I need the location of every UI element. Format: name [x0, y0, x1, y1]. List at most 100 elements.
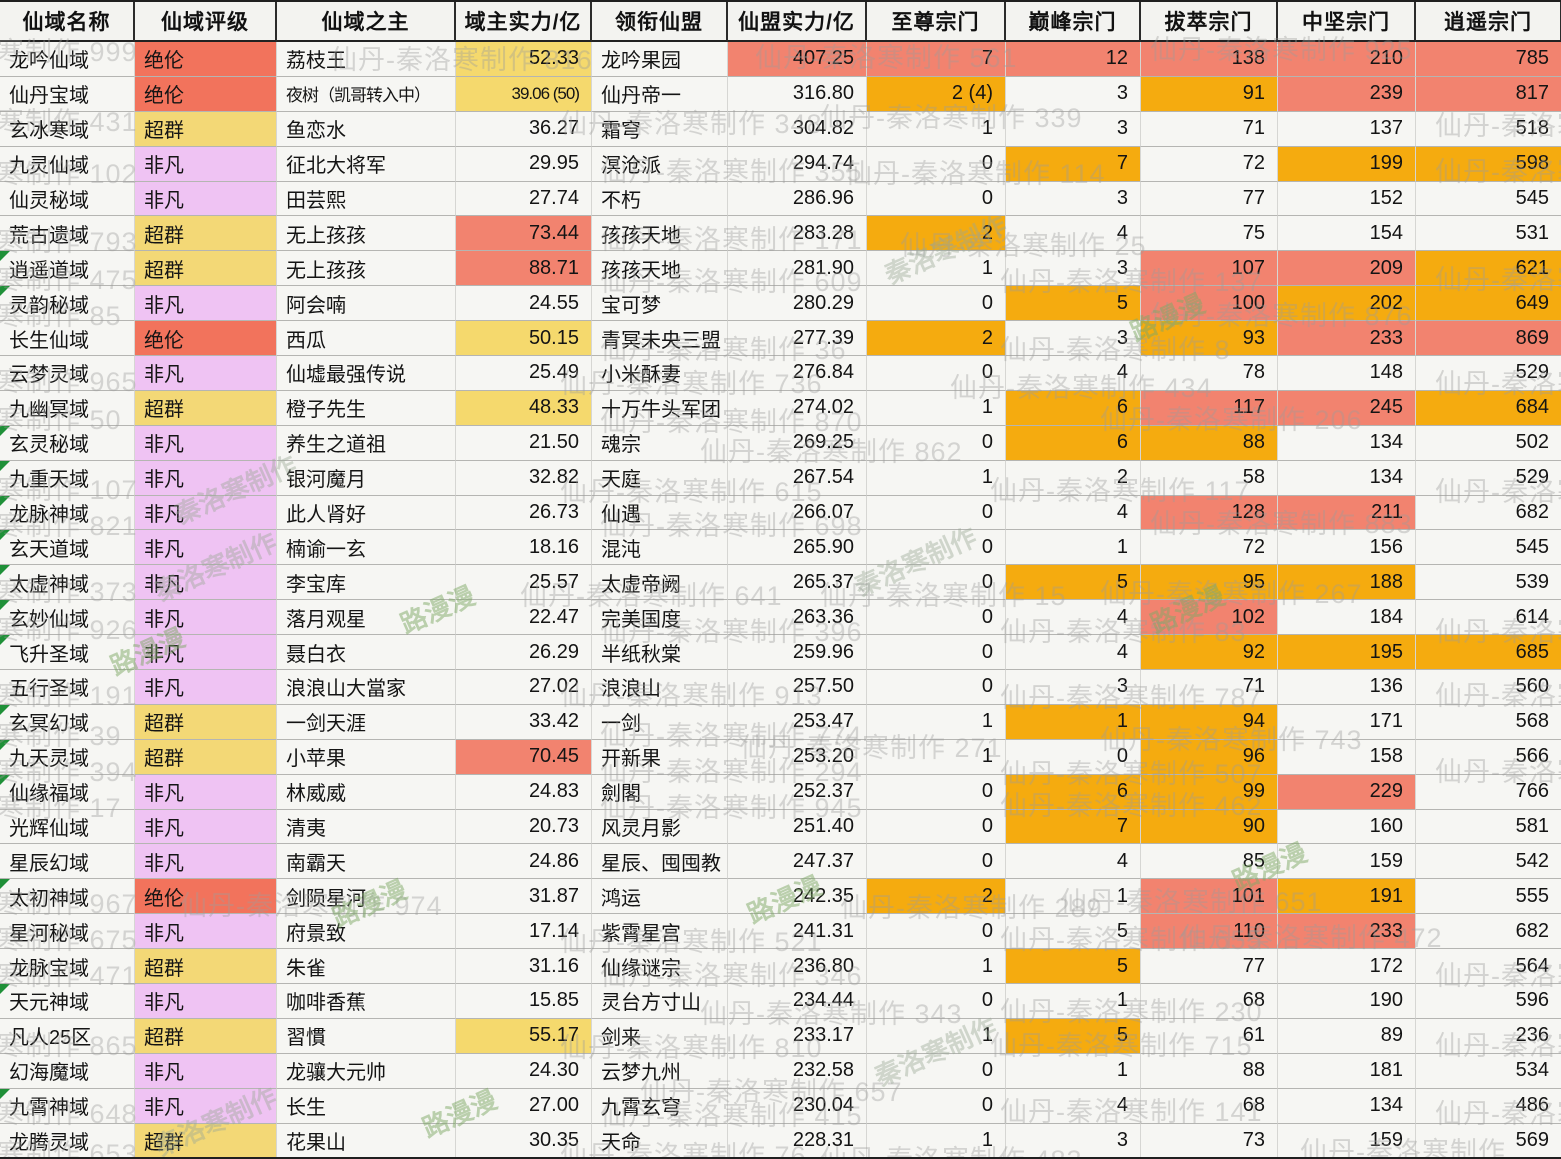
cell-alliance[interactable]: 灵台方寸山 — [592, 984, 728, 1019]
cell-domain-master[interactable]: 田芸熙 — [277, 181, 456, 217]
cell-alliance-power[interactable]: 259.96 — [728, 635, 867, 671]
cell-outstanding-sects[interactable]: 128 — [1141, 495, 1278, 531]
cell-domain-name[interactable]: 龙脉神域 — [0, 495, 135, 531]
cell-domain-name[interactable]: 龙吟仙域 — [0, 42, 135, 77]
cell-peak-sects[interactable]: 3 — [1006, 181, 1141, 217]
cell-supreme-sects[interactable]: 2 (4) — [867, 76, 1006, 112]
cell-alliance-power[interactable]: 280.29 — [728, 286, 867, 322]
cell-alliance[interactable]: 剑来 — [592, 1018, 728, 1054]
cell-backbone-sects[interactable]: 233 — [1278, 321, 1416, 357]
cell-backbone-sects[interactable]: 160 — [1278, 809, 1416, 845]
cell-domain-master[interactable]: 小苹果 — [277, 739, 456, 775]
cell-peak-sects[interactable]: 5 — [1006, 1018, 1141, 1054]
cell-supreme-sects[interactable]: 1 — [867, 949, 1006, 985]
cell-peak-sects[interactable]: 0 — [1006, 739, 1141, 775]
cell-backbone-sects[interactable]: 190 — [1278, 984, 1416, 1019]
cell-master-power[interactable]: 20.73 — [456, 809, 592, 845]
cell-domain-rating[interactable]: 绝伦 — [135, 321, 277, 357]
cell-backbone-sects[interactable]: 202 — [1278, 286, 1416, 322]
cell-carefree-sects[interactable]: 555 — [1416, 879, 1561, 915]
cell-backbone-sects[interactable]: 199 — [1278, 146, 1416, 182]
cell-alliance[interactable]: 魂宗 — [592, 425, 728, 461]
cell-peak-sects[interactable]: 3 — [1006, 76, 1141, 112]
cell-carefree-sects[interactable]: 682 — [1416, 496, 1561, 531]
cell-outstanding-sects[interactable]: 77 — [1141, 949, 1278, 985]
cell-alliance-power[interactable]: 253.20 — [728, 739, 867, 775]
cell-peak-sects[interactable]: 1 — [1006, 704, 1141, 740]
cell-domain-master[interactable]: 无上孩孩 — [277, 251, 456, 287]
cell-carefree-sects[interactable]: 560 — [1416, 670, 1561, 705]
cell-domain-name[interactable]: 凡人25区 — [0, 1018, 135, 1054]
cell-domain-name[interactable]: 幻海魔域 — [0, 1053, 135, 1089]
cell-alliance-power[interactable]: 251.40 — [728, 809, 867, 845]
cell-supreme-sects[interactable]: 0 — [867, 495, 1006, 531]
cell-domain-master[interactable]: 鱼恋水 — [277, 111, 456, 147]
cell-master-power[interactable]: 18.16 — [456, 530, 592, 566]
cell-outstanding-sects[interactable]: 68 — [1141, 984, 1278, 1019]
cell-outstanding-sects[interactable]: 92 — [1141, 635, 1278, 671]
cell-domain-name[interactable]: 天元神域 — [0, 984, 135, 1019]
cell-outstanding-sects[interactable]: 117 — [1141, 390, 1278, 426]
cell-backbone-sects[interactable]: 148 — [1278, 356, 1416, 391]
cell-alliance-power[interactable]: 230.04 — [728, 1088, 867, 1124]
cell-alliance[interactable]: 青冥未央三盟 — [592, 321, 728, 357]
column-header-master-power[interactable]: 域主实力/亿 — [456, 2, 592, 42]
cell-outstanding-sects[interactable]: 78 — [1141, 356, 1278, 391]
cell-master-power[interactable]: 88.71 — [456, 251, 592, 287]
cell-domain-rating[interactable]: 非凡 — [135, 914, 277, 950]
cell-domain-name[interactable]: 太初神域 — [0, 879, 135, 915]
cell-domain-rating[interactable]: 非凡 — [135, 670, 277, 705]
cell-alliance-power[interactable]: 316.80 — [728, 76, 867, 112]
cell-domain-name[interactable]: 星河秘域 — [0, 914, 135, 950]
cell-domain-name[interactable]: 星辰幻域 — [0, 844, 135, 880]
cell-alliance[interactable]: 龙吟果园 — [592, 42, 728, 77]
cell-supreme-sects[interactable]: 1 — [867, 1018, 1006, 1054]
cell-peak-sects[interactable]: 2 — [1006, 460, 1141, 496]
cell-backbone-sects[interactable]: 158 — [1278, 739, 1416, 775]
cell-domain-master[interactable]: 银河魔月 — [277, 460, 456, 496]
cell-outstanding-sects[interactable]: 73 — [1141, 1123, 1278, 1157]
cell-alliance-power[interactable]: 234.44 — [728, 984, 867, 1019]
cell-domain-name[interactable]: 九霄神域 — [0, 1088, 135, 1124]
cell-peak-sects[interactable]: 3 — [1006, 251, 1141, 287]
cell-supreme-sects[interactable]: 1 — [867, 704, 1006, 740]
cell-supreme-sects[interactable]: 0 — [867, 984, 1006, 1019]
cell-backbone-sects[interactable]: 89 — [1278, 1018, 1416, 1054]
cell-outstanding-sects[interactable]: 68 — [1141, 1088, 1278, 1124]
cell-domain-name[interactable]: 太虚神域 — [0, 565, 135, 601]
cell-domain-master[interactable]: 朱雀 — [277, 949, 456, 985]
cell-backbone-sects[interactable]: 184 — [1278, 600, 1416, 636]
cell-carefree-sects[interactable]: 545 — [1416, 182, 1561, 217]
cell-outstanding-sects[interactable]: 94 — [1141, 704, 1278, 740]
cell-peak-sects[interactable]: 5 — [1006, 286, 1141, 322]
cell-domain-master[interactable]: 西瓜 — [277, 321, 456, 357]
cell-carefree-sects[interactable]: 581 — [1416, 810, 1561, 845]
cell-alliance-power[interactable]: 266.07 — [728, 495, 867, 531]
cell-outstanding-sects[interactable]: 99 — [1141, 774, 1278, 810]
cell-alliance[interactable]: 天庭 — [592, 460, 728, 496]
cell-domain-name[interactable]: 龙脉宝域 — [0, 949, 135, 985]
cell-domain-master[interactable]: 阿会喃 — [277, 286, 456, 322]
cell-peak-sects[interactable]: 7 — [1006, 809, 1141, 845]
cell-domain-rating[interactable]: 超群 — [135, 1018, 277, 1054]
cell-carefree-sects[interactable]: 869 — [1416, 321, 1561, 357]
cell-supreme-sects[interactable]: 0 — [867, 146, 1006, 182]
cell-domain-master[interactable]: 夜树（凯哥转入中） — [277, 76, 456, 112]
cell-outstanding-sects[interactable]: 110 — [1141, 914, 1278, 950]
cell-backbone-sects[interactable]: 210 — [1278, 42, 1416, 77]
cell-outstanding-sects[interactable]: 85 — [1141, 844, 1278, 880]
cell-supreme-sects[interactable]: 0 — [867, 1088, 1006, 1124]
cell-carefree-sects[interactable]: 817 — [1416, 76, 1561, 112]
cell-peak-sects[interactable]: 5 — [1006, 565, 1141, 601]
cell-domain-master[interactable]: 府景致 — [277, 914, 456, 950]
cell-master-power[interactable]: 26.73 — [456, 495, 592, 531]
cell-supreme-sects[interactable]: 1 — [867, 460, 1006, 496]
cell-domain-name[interactable]: 荒古遗域 — [0, 216, 135, 252]
cell-domain-name[interactable]: 玄冰寒域 — [0, 111, 135, 147]
cell-domain-name[interactable]: 九灵仙域 — [0, 146, 135, 182]
cell-domain-rating[interactable]: 超群 — [135, 111, 277, 147]
cell-supreme-sects[interactable]: 0 — [867, 181, 1006, 217]
cell-peak-sects[interactable]: 1 — [1006, 879, 1141, 915]
cell-master-power[interactable]: 25.49 — [456, 356, 592, 391]
cell-alliance[interactable]: 半纸秋棠 — [592, 635, 728, 671]
